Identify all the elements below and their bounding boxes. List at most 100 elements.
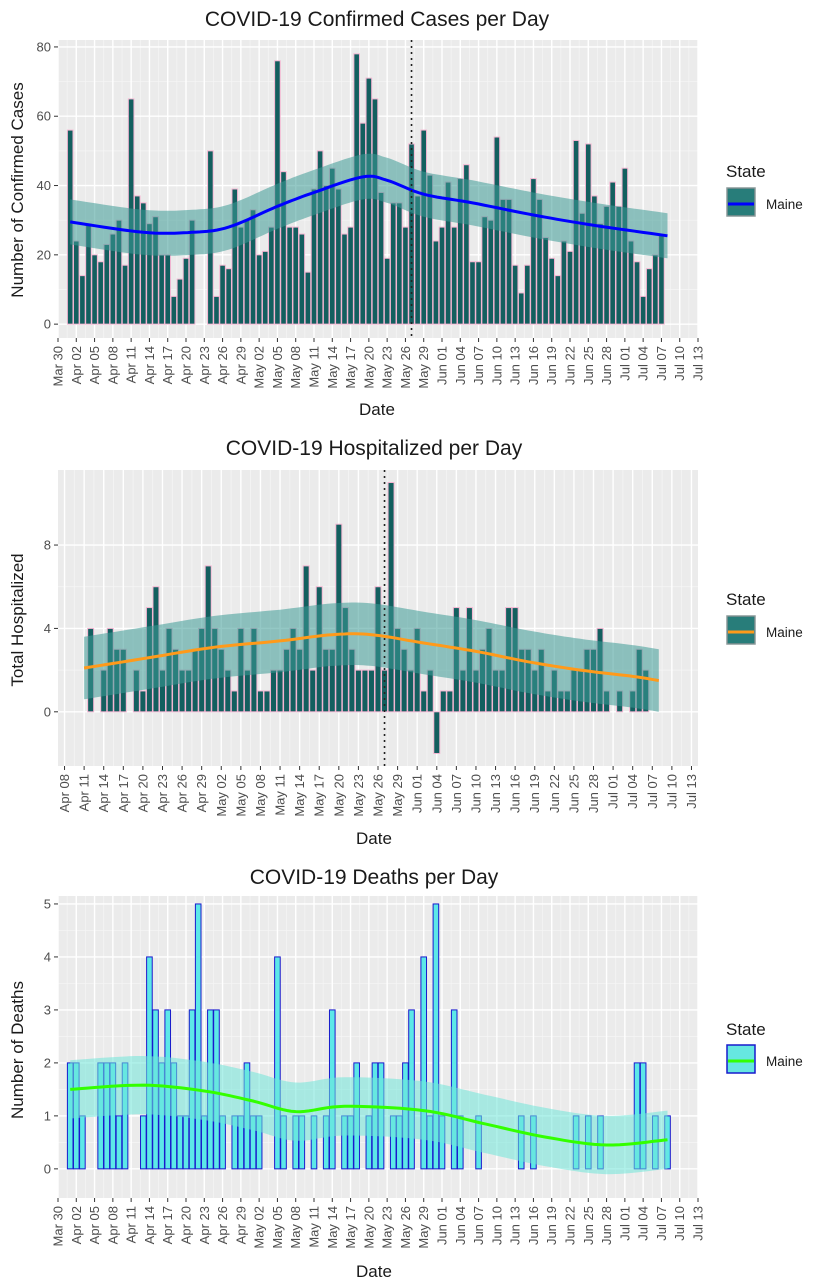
y-tick-label: 80: [37, 39, 51, 54]
bar: [72, 240, 80, 325]
legend-key: [726, 1044, 756, 1074]
plot-area: [57, 40, 699, 338]
x-tick-label: Jul 04: [636, 346, 651, 381]
confidence-band: [70, 1056, 668, 1175]
plot-area: [58, 470, 698, 766]
x-tick-label: Apr 14: [96, 774, 111, 812]
x-tick-label: Apr 17: [160, 346, 175, 384]
x-tick-label: Jul 07: [645, 774, 660, 809]
x-tick-label: May 23: [380, 1206, 395, 1249]
bar: [194, 903, 202, 1170]
chart-hospitalized-panel: COVID-19 Hospitalized per Day Total Hosp…: [8, 437, 803, 848]
bar: [524, 264, 531, 325]
bar: [481, 216, 488, 325]
x-tick-label: Jul 13: [684, 774, 699, 809]
y-axis: 0 4 8: [44, 538, 58, 719]
x-tick-label: Jun 16: [526, 346, 541, 385]
y-tick-label: 5: [44, 896, 51, 911]
x-tick-label: Jun 01: [410, 774, 425, 813]
bar: [103, 243, 111, 325]
bar: [377, 191, 385, 325]
x-tick-label: May 23: [380, 346, 395, 389]
bar: [487, 219, 495, 325]
bar: [566, 250, 574, 325]
bar: [79, 1115, 86, 1170]
bar: [219, 1115, 226, 1170]
x-axis: Mar 30 Apr 02 Apr 05 Apr 08 Apr 11 Apr 14 Apr …: [51, 1198, 706, 1249]
bar: [383, 257, 391, 325]
x-tick-label: Apr 17: [116, 774, 131, 812]
bar: [121, 264, 129, 325]
legend-title: State: [726, 590, 766, 609]
bar: [79, 275, 86, 325]
x-tick-label: Apr 08: [105, 346, 120, 384]
x-tick-label: Jun 04: [453, 346, 468, 385]
x-tick-label: May 08: [253, 774, 268, 817]
x-tick-label: Apr 26: [215, 1206, 230, 1244]
x-tick-label: Apr 29: [233, 346, 248, 384]
y-axis-label: Number of Confirmed Cases: [8, 82, 27, 297]
legend-title: State: [726, 162, 766, 181]
x-tick-label: Jun 07: [471, 1206, 486, 1245]
x-tick-label: Jun 28: [586, 774, 601, 813]
x-tick-label: Apr 11: [77, 774, 92, 811]
bar: [286, 226, 293, 325]
legend-key: [726, 615, 756, 645]
x-tick-label: Jun 04: [453, 1206, 468, 1245]
bar: [387, 482, 395, 713]
bar: [200, 1115, 208, 1170]
confidence-band: [84, 602, 659, 712]
x-tick-label: Jun 28: [599, 346, 614, 385]
x-tick-label: Jun 19: [544, 346, 559, 385]
bar: [140, 1115, 147, 1170]
legend-band-swatch: [728, 617, 754, 643]
bar: [420, 690, 428, 713]
bar: [463, 164, 470, 325]
bar: [170, 295, 178, 325]
x-tick-label: May 20: [361, 346, 376, 389]
x-tick-label: Apr 20: [135, 774, 150, 812]
x-tick-label: Apr 26: [215, 346, 230, 384]
x-tick-label: May 05: [233, 774, 248, 817]
bar: [292, 226, 300, 325]
x-tick-label: Jun 25: [566, 774, 581, 813]
x-tick-label: Jun 19: [544, 1206, 559, 1245]
x-tick-label: Jun 28: [599, 1206, 614, 1245]
bar: [633, 261, 641, 325]
x-tick-label: Jul 10: [664, 774, 679, 809]
x-tick-label: Mar 30: [51, 1206, 66, 1246]
legend-key: [726, 187, 756, 217]
bar: [243, 669, 251, 713]
bar: [396, 202, 403, 325]
x-tick-label: Apr 23: [155, 774, 170, 812]
bar: [230, 690, 238, 713]
x-tick-label: Jun 25: [581, 346, 596, 385]
bar: [304, 271, 312, 325]
bar: [560, 240, 568, 325]
x-tick-label: May 29: [416, 1206, 431, 1249]
x-tick-label: Apr 08: [105, 1206, 120, 1244]
bar: [438, 226, 446, 325]
x-tick-label: May 05: [270, 1206, 285, 1249]
bar: [176, 1115, 184, 1170]
y-axis: 0 1 2 3 4 5: [44, 896, 58, 1176]
x-tick-label: Apr 23: [197, 346, 212, 384]
bar: [439, 690, 447, 713]
legend-label: Maine: [766, 1054, 803, 1069]
x-axis: Mar 30 Apr 02 Apr 05 Apr 08 Apr 11 Apr 14 Apr …: [51, 338, 706, 389]
bar: [371, 98, 379, 325]
x-tick-label: Jul 07: [654, 346, 669, 381]
chart-title: COVID-19 Hospitalized per Day: [226, 437, 523, 460]
bar: [298, 233, 306, 325]
bar: [548, 257, 556, 325]
y-tick-label: 40: [37, 178, 51, 193]
bar: [91, 254, 98, 325]
x-tick-label: Apr 29: [194, 774, 209, 812]
x-tick-label: May 17: [343, 1206, 358, 1249]
x-tick-label: Jun 22: [563, 1206, 578, 1245]
bar: [420, 956, 428, 1170]
bar: [433, 711, 441, 754]
x-axis: Apr 08 Apr 11 Apr 14 Apr 17 Apr 20 Apr 23 Apr …: [57, 766, 699, 817]
bar: [639, 295, 647, 325]
x-tick-label: May 23: [351, 774, 366, 817]
